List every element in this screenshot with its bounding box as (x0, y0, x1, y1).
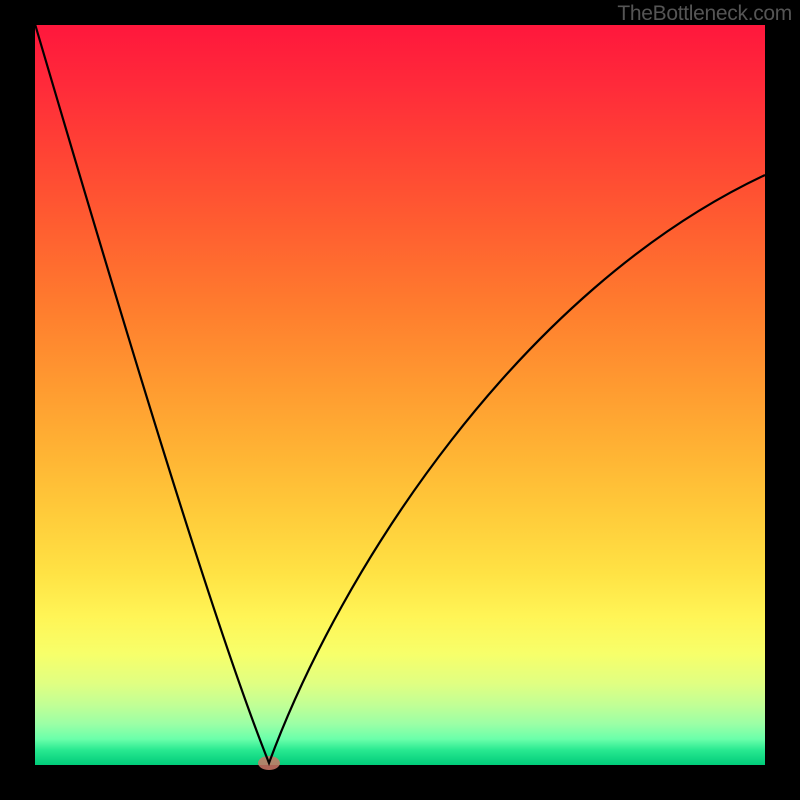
bottleneck-chart (0, 0, 800, 800)
gradient-background (35, 25, 765, 765)
chart-container: TheBottleneck.com (0, 0, 800, 800)
watermark-text: TheBottleneck.com (617, 2, 792, 26)
